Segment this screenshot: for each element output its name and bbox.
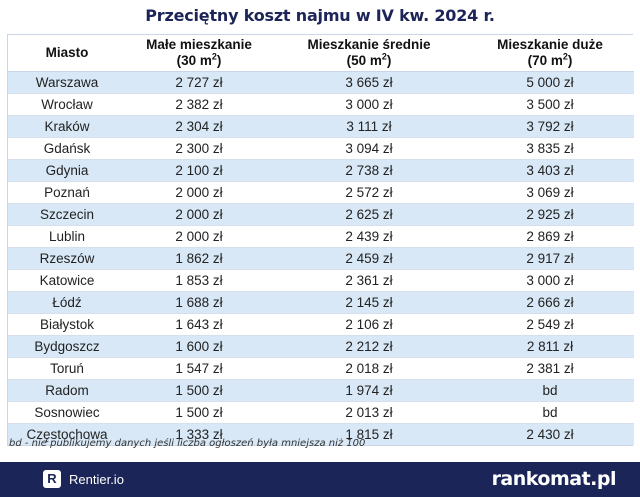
table-row: Szczecin 2 000 zł 2 625 zł 2 925 zł xyxy=(8,202,634,225)
medium-price-cell: 2 013 zł xyxy=(272,400,466,423)
city-cell: Wrocław xyxy=(8,92,126,115)
city-cell: Białystok xyxy=(8,312,126,335)
small-price-cell: 1 500 zł xyxy=(126,378,272,401)
small-price-cell: 2 000 zł xyxy=(126,180,272,203)
large-price-cell: bd xyxy=(466,400,634,423)
city-cell: Rzeszów xyxy=(8,246,126,269)
medium-price-cell: 2 439 zł xyxy=(272,224,466,247)
page-title: Przeciętny koszt najmu w IV kw. 2024 r. xyxy=(145,6,495,25)
large-price-cell: bd xyxy=(466,378,634,401)
table-row: Poznań 2 000 zł 2 572 zł 3 069 zł xyxy=(8,180,634,203)
table-row: Bydgoszcz 1 600 zł 2 212 zł 2 811 zł xyxy=(8,334,634,357)
medium-price-cell: 3 111 zł xyxy=(272,114,466,137)
medium-price-cell: 3 094 zł xyxy=(272,136,466,159)
medium-price-cell: 2 145 zł xyxy=(272,290,466,313)
medium-price-cell: 2 018 zł xyxy=(272,356,466,379)
city-cell: Katowice xyxy=(8,268,126,291)
medium-price-cell: 3 000 zł xyxy=(272,92,466,115)
small-price-cell: 1 853 zł xyxy=(126,268,272,291)
medium-price-cell: 2 361 zł xyxy=(272,268,466,291)
table-row: Białystok 1 643 zł 2 106 zł 2 549 zł xyxy=(8,312,634,335)
table-row: Rzeszów 1 862 zł 2 459 zł 2 917 zł xyxy=(8,246,634,269)
small-price-cell: 2 000 zł xyxy=(126,202,272,225)
city-cell: Sosnowiec xyxy=(8,400,126,423)
small-price-cell: 1 862 zł xyxy=(126,246,272,269)
table-row: Wrocław 2 382 zł 3 000 zł 3 500 zł xyxy=(8,92,634,115)
table-row: Katowice 1 853 zł 2 361 zł 3 000 zł xyxy=(8,268,634,291)
city-cell: Łódź xyxy=(8,290,126,313)
large-price-cell: 2 811 zł xyxy=(466,334,634,357)
city-cell: Radom xyxy=(8,378,126,401)
header-city: Miasto xyxy=(8,35,126,72)
table-row: Lublin 2 000 zł 2 439 zł 2 869 zł xyxy=(8,224,634,247)
city-cell: Gdańsk xyxy=(8,136,126,159)
large-price-cell: 3 792 zł xyxy=(466,114,634,137)
large-price-cell: 2 549 zł xyxy=(466,312,634,335)
small-price-cell: 1 643 zł xyxy=(126,312,272,335)
table-row: Warszawa 2 727 zł 3 665 zł 5 000 zł xyxy=(8,71,634,93)
city-cell: Częstochowa xyxy=(8,422,126,445)
small-price-cell: 1 500 zł xyxy=(126,400,272,423)
table-row: Gdańsk 2 300 zł 3 094 zł 3 835 zł xyxy=(8,136,634,159)
large-price-cell: 5 000 zł xyxy=(466,71,634,93)
small-price-cell: 1 688 zł xyxy=(126,290,272,313)
small-price-cell: 1 600 zł xyxy=(126,334,272,357)
medium-price-cell: 2 572 zł xyxy=(272,180,466,203)
small-price-cell: 2 727 zł xyxy=(126,71,272,93)
table-row: Częstochowa 1 333 zł 1 815 zł 2 430 zł xyxy=(8,422,634,445)
small-price-cell: 2 304 zł xyxy=(126,114,272,137)
city-cell: Kraków xyxy=(8,114,126,137)
medium-price-cell: 2 106 zł xyxy=(272,312,466,335)
table-row: Gdynia 2 100 zł 2 738 zł 3 403 zł xyxy=(8,158,634,181)
city-cell: Szczecin xyxy=(8,202,126,225)
medium-price-cell: 2 212 zł xyxy=(272,334,466,357)
large-price-cell: 2 925 zł xyxy=(466,202,634,225)
medium-price-cell: 1 815 zł xyxy=(272,422,466,445)
small-price-cell: 1 333 zł xyxy=(126,422,272,445)
table-row: Sosnowiec 1 500 zł 2 013 zł bd xyxy=(8,400,634,423)
city-cell: Warszawa xyxy=(8,71,126,93)
large-price-cell: 2 869 zł xyxy=(466,224,634,247)
city-cell: Poznań xyxy=(8,180,126,203)
table-row: Łódź 1 688 zł 2 145 zł 2 666 zł xyxy=(8,290,634,313)
small-price-cell: 1 547 zł xyxy=(126,356,272,379)
header-large-apartment: Mieszkanie duże (70 m2) xyxy=(466,35,634,72)
medium-price-cell: 2 625 zł xyxy=(272,202,466,225)
city-cell: Lublin xyxy=(8,224,126,247)
medium-price-cell: 1 974 zł xyxy=(272,378,466,401)
header-medium-apartment: Mieszkanie średnie (50 m2) xyxy=(272,35,466,72)
large-price-cell: 3 500 zł xyxy=(466,92,634,115)
medium-price-cell: 2 738 zł xyxy=(272,158,466,181)
table-header-row: Miasto Małe mieszkanie (30 m2) Mieszkani… xyxy=(8,35,634,72)
large-price-cell: 3 403 zł xyxy=(466,158,634,181)
large-price-cell: 2 381 zł xyxy=(466,356,634,379)
footnote: bd - nie publikujemy danych jeśli liczba… xyxy=(9,438,366,449)
table-row: Radom 1 500 zł 1 974 zł bd xyxy=(8,378,634,401)
header-small-apartment: Małe mieszkanie (30 m2) xyxy=(126,35,272,72)
footer-bar: R Rentier.io rankomat.pl xyxy=(0,462,640,497)
table-row: Toruń 1 547 zł 2 018 zł 2 381 zł xyxy=(8,356,634,379)
rentier-brand-text: Rentier.io xyxy=(69,472,124,487)
large-price-cell: 3 000 zł xyxy=(466,268,634,291)
city-cell: Bydgoszcz xyxy=(8,334,126,357)
table-row: Kraków 2 304 zł 3 111 zł 3 792 zł xyxy=(8,114,634,137)
medium-price-cell: 3 665 zł xyxy=(272,71,466,93)
small-price-cell: 2 000 zł xyxy=(126,224,272,247)
large-price-cell: 3 069 zł xyxy=(466,180,634,203)
small-price-cell: 2 100 zł xyxy=(126,158,272,181)
medium-price-cell: 2 459 zł xyxy=(272,246,466,269)
small-price-cell: 2 300 zł xyxy=(126,136,272,159)
large-price-cell: 3 835 zł xyxy=(466,136,634,159)
large-price-cell: 2 666 zł xyxy=(466,290,634,313)
small-price-cell: 2 382 zł xyxy=(126,92,272,115)
city-cell: Gdynia xyxy=(8,158,126,181)
rankomat-logo: rankomat.pl xyxy=(491,468,617,490)
large-price-cell: 2 917 zł xyxy=(466,246,634,269)
large-price-cell: 2 430 zł xyxy=(466,422,634,445)
rent-cost-table: Miasto Małe mieszkanie (30 m2) Mieszkani… xyxy=(7,34,634,446)
rentier-logo-icon: R xyxy=(43,470,61,488)
city-cell: Toruń xyxy=(8,356,126,379)
